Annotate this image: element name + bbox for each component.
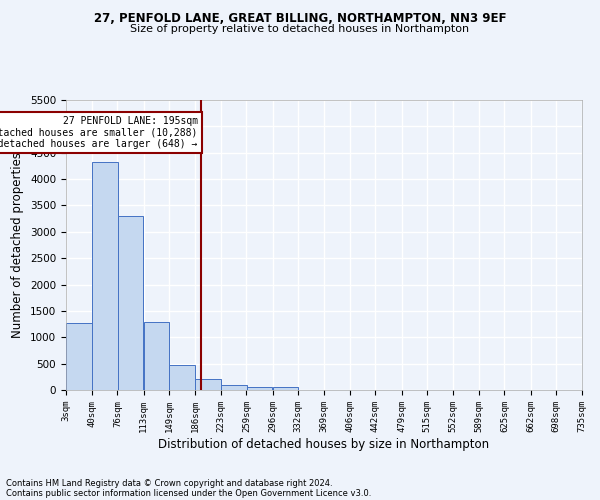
Y-axis label: Number of detached properties: Number of detached properties [11,152,25,338]
Bar [195,378,221,390]
Bar [273,387,298,390]
Bar [169,364,195,390]
Bar [221,386,247,390]
Text: Contains public sector information licensed under the Open Government Licence v3: Contains public sector information licen… [6,488,371,498]
Bar [118,216,143,390]
Bar [66,323,92,390]
Bar [92,162,118,390]
Bar [144,322,169,390]
Text: 27 PENFOLD LANE: 195sqm
← 94% of detached houses are smaller (10,288)
6% of semi: 27 PENFOLD LANE: 195sqm ← 94% of detache… [0,116,198,149]
Text: Size of property relative to detached houses in Northampton: Size of property relative to detached ho… [130,24,470,34]
Text: 27, PENFOLD LANE, GREAT BILLING, NORTHAMPTON, NN3 9EF: 27, PENFOLD LANE, GREAT BILLING, NORTHAM… [94,12,506,26]
Text: Contains HM Land Registry data © Crown copyright and database right 2024.: Contains HM Land Registry data © Crown c… [6,478,332,488]
Bar [247,387,272,390]
X-axis label: Distribution of detached houses by size in Northampton: Distribution of detached houses by size … [158,438,490,450]
